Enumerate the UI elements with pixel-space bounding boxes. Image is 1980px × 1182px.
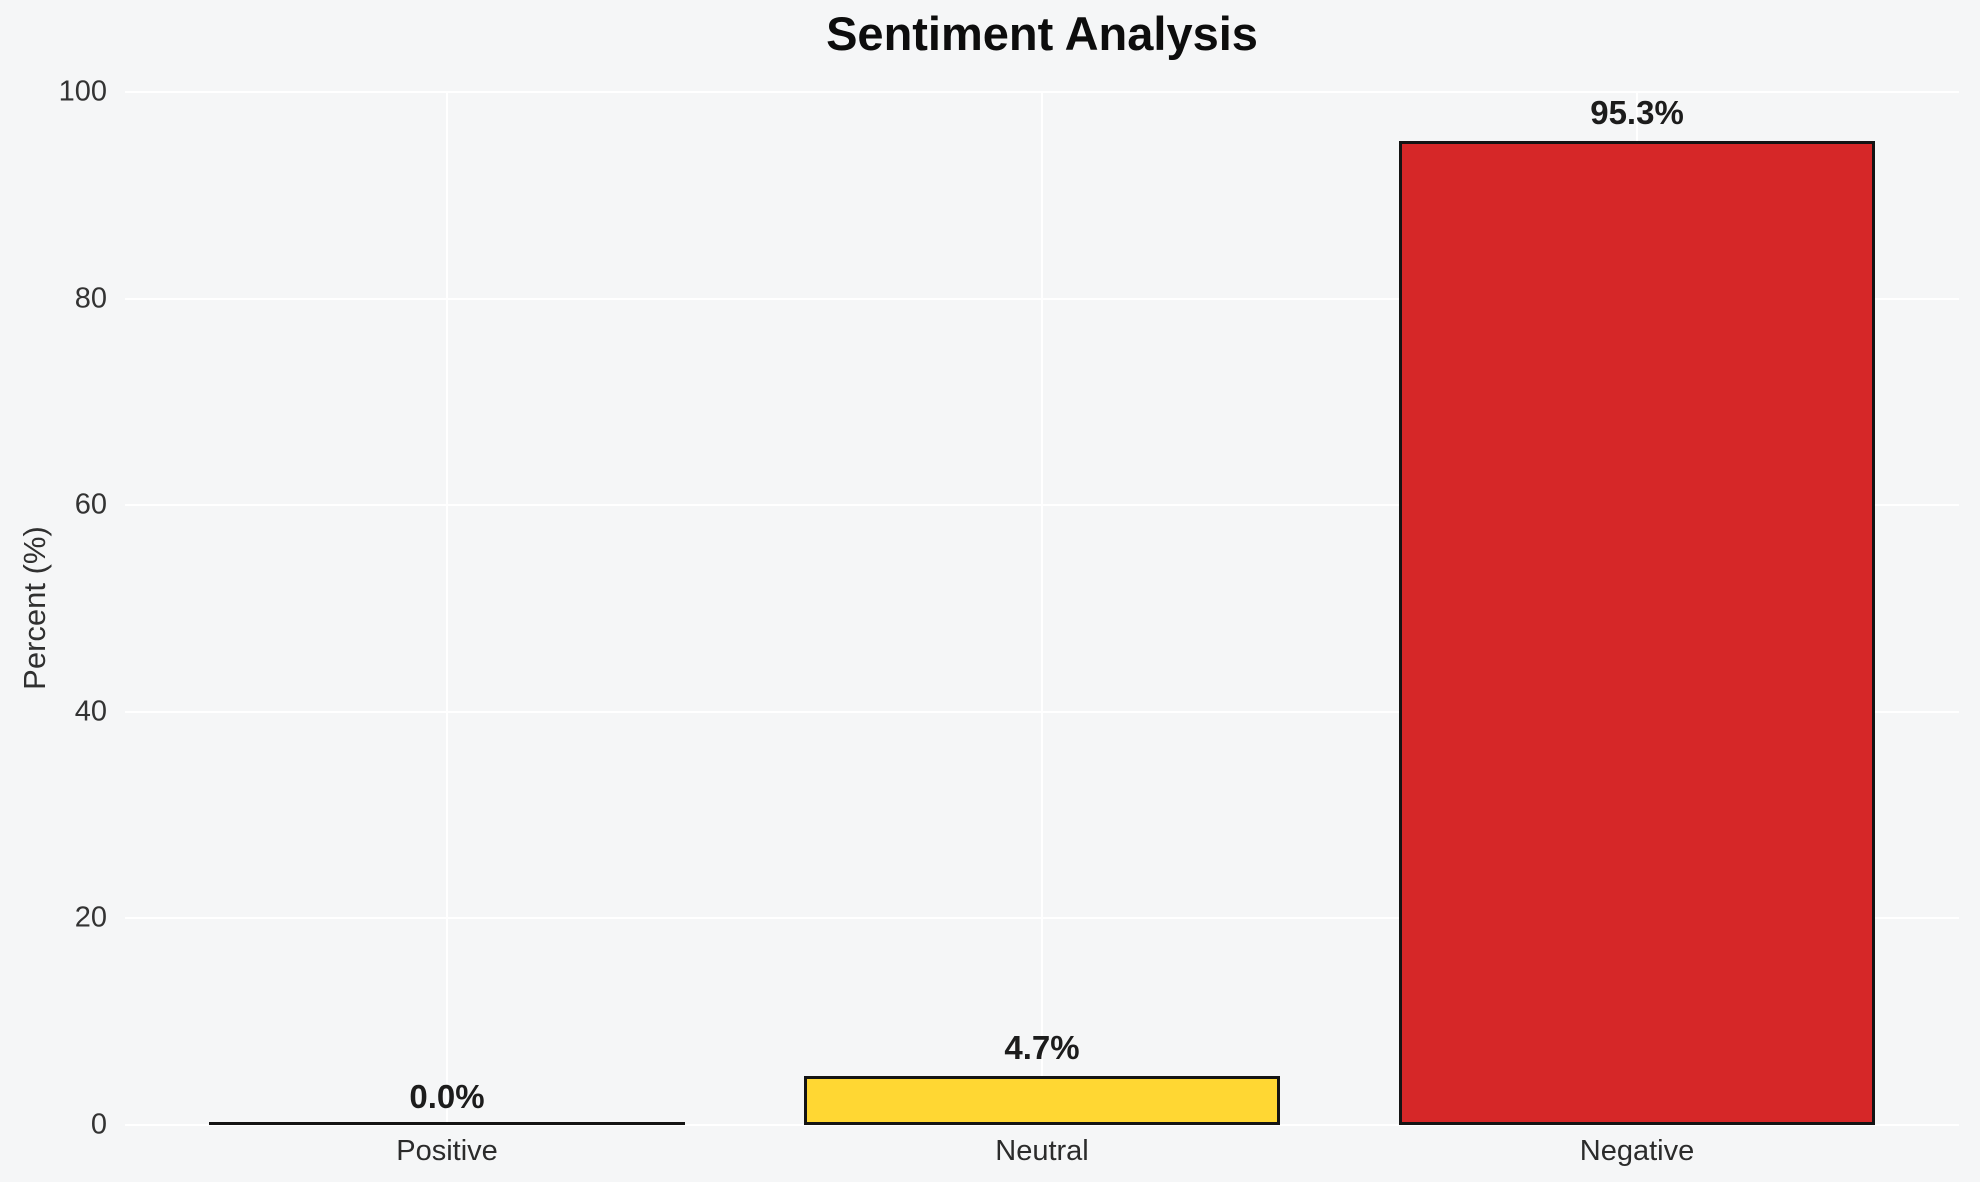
bar-value-label: 4.7%: [1004, 1029, 1080, 1066]
bar-value-label: 95.3%: [1590, 94, 1684, 131]
bar-positive: [209, 1122, 685, 1125]
y-tick-label: 0: [90, 1108, 107, 1141]
y-gridline: [125, 1124, 1959, 1126]
chart-title: Sentiment Analysis: [826, 7, 1258, 60]
bar-negative: [1399, 141, 1875, 1125]
y-tick-label: 60: [74, 488, 107, 521]
y-tick-label: 40: [74, 695, 107, 728]
y-tick-label: 20: [74, 901, 107, 934]
y-axis-label: Percent (%): [17, 526, 52, 690]
x-tick-label: Neutral: [995, 1135, 1089, 1167]
x-tick-label: Negative: [1579, 1135, 1695, 1167]
y-tick-label: 100: [58, 75, 107, 108]
bar-neutral: [804, 1076, 1280, 1125]
x-tick-label: Positive: [396, 1135, 498, 1167]
x-gridline: [446, 92, 448, 1125]
y-tick-label: 80: [74, 282, 107, 315]
bar-value-label: 0.0%: [409, 1078, 485, 1115]
x-gridline: [1041, 92, 1043, 1125]
plot-area: 0 20 40 60 80 100 0.0% Positive 4.7% Neutral 95.3%…: [59, 76, 1959, 1167]
